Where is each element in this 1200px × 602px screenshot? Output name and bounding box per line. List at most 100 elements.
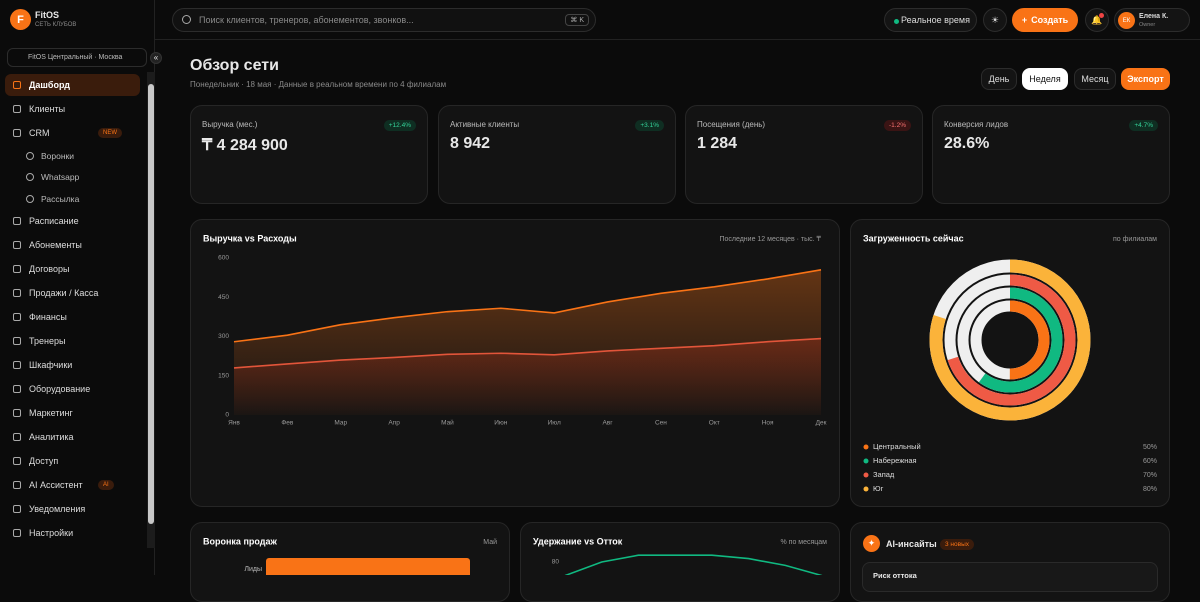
nav-icon	[13, 529, 21, 537]
nav-item[interactable]: Финансы	[5, 306, 140, 328]
nav-label: Аналитика	[29, 432, 74, 442]
nav-label: Whatsapp	[41, 172, 80, 182]
search-placeholder: Поиск клиентов, тренеров, абонементов, з…	[199, 15, 414, 25]
notifications[interactable]: 🔔	[1085, 8, 1109, 32]
nav-icon	[13, 433, 21, 441]
scroll-thumb[interactable]	[148, 84, 154, 524]
load-card	[850, 219, 1170, 507]
nav-label: Воронки	[41, 151, 75, 161]
nav-icon	[13, 105, 21, 113]
realtime-pill[interactable]: Реальное время	[884, 8, 977, 32]
brand-name: FitOS	[35, 10, 59, 20]
nav-label: Доступ	[29, 456, 59, 466]
kpi-label: Активные клиенты	[450, 120, 520, 129]
search-box[interactable]: Поиск клиентов, тренеров, абонементов, з…	[172, 8, 596, 32]
nav-item[interactable]: AI Ассистент AI	[5, 474, 140, 496]
nav-icon	[13, 505, 21, 513]
kpi-change: +3.1%	[635, 120, 664, 131]
nav-icon	[13, 457, 21, 465]
nav-label: Уведомления	[29, 504, 86, 514]
nav-item[interactable]: Договоры	[5, 258, 140, 280]
user-name: Елена К.	[1139, 13, 1169, 20]
nav-label: Финансы	[29, 312, 67, 322]
club-selector[interactable]: FitOS Центральный · Москва	[7, 48, 147, 67]
period-button[interactable]: Неделя	[1022, 68, 1068, 90]
nav-item[interactable]: Аналитика	[5, 426, 140, 448]
collapse-button[interactable]: «	[150, 52, 162, 64]
nav-item[interactable]: Whatsapp	[5, 166, 140, 188]
nav-icon	[13, 81, 21, 89]
nav-icon	[13, 481, 21, 489]
page-subtitle: Понедельник · 18 мая · Данные в реальном…	[190, 80, 447, 89]
nav-icon	[13, 409, 21, 417]
nav-item[interactable]: Дашборд	[5, 74, 140, 96]
brand-subtitle: СЕТЬ КЛУБОВ	[35, 22, 77, 28]
search-shortcut: ⌘ K	[565, 14, 589, 26]
nav-label: Маркетинг	[29, 408, 73, 418]
nav-item[interactable]: Расписание	[5, 210, 140, 232]
nav-label: Договоры	[29, 264, 70, 274]
topbar-border	[155, 39, 1200, 40]
insight-item[interactable]: Риск оттока	[862, 562, 1158, 592]
create-label: Создать	[1031, 15, 1069, 25]
kpi-label: Конверсия лидов	[944, 120, 1009, 129]
kpi-card	[685, 105, 923, 204]
kpi-value: ₸ 4 284 900	[202, 137, 288, 154]
nav-label: Клиенты	[29, 104, 66, 114]
nav-label: Настройки	[29, 528, 74, 538]
nav-item[interactable]: Маркетинг	[5, 402, 140, 424]
nav-icon	[13, 217, 21, 225]
logo: F	[10, 9, 31, 30]
nav-icon	[26, 195, 34, 203]
nav-label: Дашборд	[29, 80, 70, 90]
nav-label: Тренеры	[29, 336, 66, 346]
nav-item[interactable]: Оборудование	[5, 378, 140, 400]
nav-badge: NEW	[98, 128, 122, 138]
nav-icon	[13, 385, 21, 393]
export-button[interactable]: Экспорт	[1121, 68, 1170, 90]
nav-icon	[13, 265, 21, 273]
nav-label: AI Ассистент	[29, 480, 83, 490]
kpi-label: Выручка (мес.)	[202, 120, 258, 129]
create-button[interactable]: + Создать	[1012, 8, 1078, 32]
nav-item[interactable]: Тренеры	[5, 330, 140, 352]
nav-item[interactable]: Клиенты	[5, 98, 140, 120]
nav-item[interactable]: Воронки	[5, 145, 140, 167]
realtime-label: Реальное время	[901, 15, 970, 25]
nav-item[interactable]: Доступ	[5, 450, 140, 472]
nav-item[interactable]: Продажи / Касса	[5, 282, 140, 304]
user-role: Owner	[1139, 22, 1156, 28]
nav-item[interactable]: Уведомления	[5, 498, 140, 520]
nav-label: CRM	[29, 128, 50, 138]
theme-toggle[interactable]: ☀	[983, 8, 1007, 32]
nav-icon	[13, 129, 21, 137]
page-title: Обзор сети	[190, 57, 279, 74]
scrollbar	[147, 72, 155, 548]
kpi-value: 8 942	[450, 135, 491, 152]
nav-badge: AI	[98, 480, 114, 490]
nav-item[interactable]: Рассылка	[5, 188, 140, 210]
nav-item[interactable]: Настройки	[5, 522, 140, 544]
nav-label: Рассылка	[41, 194, 80, 204]
nav-label: Расписание	[29, 216, 79, 226]
nav-label: Продажи / Касса	[29, 288, 99, 298]
nav-icon	[13, 313, 21, 321]
period-button[interactable]: Месяц	[1074, 68, 1116, 90]
kpi-value: 28.6%	[944, 135, 990, 152]
nav-item[interactable]: Шкафчики	[5, 354, 140, 376]
ai-icon: ✦	[863, 535, 880, 552]
nav-icon	[13, 337, 21, 345]
kpi-label: Посещения (день)	[697, 120, 766, 129]
nav-icon	[13, 289, 21, 297]
nav-item[interactable]: CRM NEW	[5, 122, 140, 144]
user-menu[interactable]: ЕК Елена К. Owner	[1114, 8, 1190, 32]
nav-icon	[13, 361, 21, 369]
kpi-change: +12.4%	[383, 120, 416, 131]
nav-icon	[13, 241, 21, 249]
nav-icon	[26, 152, 34, 160]
nav-item[interactable]: Абонементы	[5, 234, 140, 256]
nav-label: Абонементы	[29, 240, 82, 250]
period-button[interactable]: День	[981, 68, 1017, 90]
funnel-card	[190, 522, 510, 602]
search-icon	[182, 15, 191, 24]
